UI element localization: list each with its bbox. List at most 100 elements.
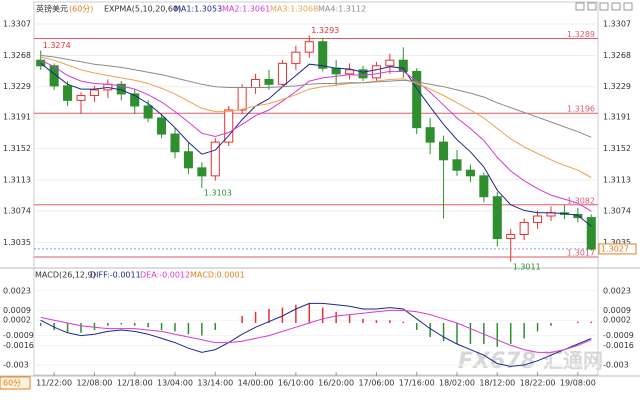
ma-readout: MA2:1.3061 xyxy=(222,5,270,14)
candle-body xyxy=(465,169,475,177)
candle-body xyxy=(291,51,301,64)
candle-body xyxy=(533,215,543,223)
y-tick-label: 1.3268 xyxy=(603,51,631,60)
x-tick-label: 14/00:00 xyxy=(238,379,274,388)
candle-body xyxy=(130,93,140,107)
y-tick-label: 1.3074 xyxy=(3,207,31,216)
y-tick-label: 1.3191 xyxy=(3,113,31,122)
candle-body xyxy=(237,86,247,111)
x-tick-label: 13/04:00 xyxy=(157,379,193,388)
y-tick-label: 1.3268 xyxy=(3,51,31,60)
y-tick-label: 1.3229 xyxy=(3,82,31,91)
icon[interactable] xyxy=(587,2,597,11)
y-tick-label: -0.003 xyxy=(3,361,29,370)
annotation: 1.3011 xyxy=(513,262,541,271)
watermark: FX678 xyxy=(458,349,536,374)
plot-frame xyxy=(33,1,599,376)
candle-body xyxy=(345,69,355,75)
macd-readout: DEA:-0.0012 xyxy=(140,271,190,280)
x-tick-label: 12/18:00 xyxy=(117,379,153,388)
y-tick-label: -0.003 xyxy=(603,361,629,370)
y-tick-label: 0.0023 xyxy=(3,286,31,295)
x-tick-label: 17/06:00 xyxy=(358,379,394,388)
icon[interactable] xyxy=(611,2,621,11)
candle-body xyxy=(452,159,462,171)
candle-body xyxy=(224,109,234,143)
x-tick-label: 12/08:00 xyxy=(76,379,112,388)
candle-body xyxy=(63,85,73,101)
x-tick-label: 16/10:00 xyxy=(278,379,314,388)
candle-body xyxy=(586,217,596,250)
candle-body xyxy=(331,67,341,75)
candle-body xyxy=(89,89,99,97)
x-tick-label: 16/20:00 xyxy=(318,379,354,388)
candle-body xyxy=(264,78,274,85)
candle-body xyxy=(197,167,207,177)
y-tick-label: -0.0016 xyxy=(603,341,634,350)
period-tab-label[interactable]: 60分 xyxy=(3,379,21,388)
symbol: 英镑美元 xyxy=(36,4,68,14)
dea-line xyxy=(40,309,592,353)
candle-body xyxy=(170,133,180,153)
annotation: 1.3293 xyxy=(311,26,339,35)
y-tick-label: 0.0009 xyxy=(603,306,631,315)
y-tick-label: 1.3113 xyxy=(3,175,31,184)
candle-body xyxy=(49,65,59,87)
ma-readout: MA3:1.3068 xyxy=(270,5,318,14)
period-tab[interactable] xyxy=(0,376,31,390)
x-tick-label: 18/02:00 xyxy=(439,379,475,388)
candle-body xyxy=(358,69,368,79)
macd-readout: DIFF:-0.0011 xyxy=(90,271,141,280)
y-tick-label: 1.3035 xyxy=(3,238,31,247)
candle-body xyxy=(318,41,328,69)
y-tick-label: 1.3113 xyxy=(603,175,631,184)
candle-body xyxy=(277,62,287,85)
icon[interactable] xyxy=(575,2,585,11)
candle-body xyxy=(573,213,583,219)
ma-line xyxy=(40,54,592,138)
x-tick-label: 18/22:00 xyxy=(520,379,556,388)
level-label: 1.3082 xyxy=(567,196,595,205)
y-tick-label: 0.0023 xyxy=(603,286,631,295)
level-label: 1.3017 xyxy=(567,248,595,257)
y-tick-label: 1.3152 xyxy=(3,144,31,153)
ma-line xyxy=(40,59,592,212)
candle-body xyxy=(425,127,435,143)
annotation: 1.3274 xyxy=(43,41,71,50)
icon[interactable] xyxy=(599,2,609,11)
x-tick-label: 18/12:00 xyxy=(479,379,515,388)
y-tick-label: -0.0009 xyxy=(603,331,634,340)
candle-body xyxy=(76,95,86,101)
y-tick-label: 1.3152 xyxy=(603,144,631,153)
candle-body xyxy=(304,41,314,53)
diff-line xyxy=(40,302,592,367)
annotation: 1.3103 xyxy=(204,188,232,197)
ma-readout: MA4:1.3112 xyxy=(318,5,366,14)
y-tick-label: 0.0002 xyxy=(603,316,631,325)
watermark: 汇通网 xyxy=(543,349,603,373)
candle-body xyxy=(371,65,381,79)
y-tick-label: 1.3229 xyxy=(603,82,631,91)
candle-body xyxy=(492,196,502,239)
indicator: EXPMA(5,10,20,60) xyxy=(104,5,181,14)
candle-body xyxy=(210,141,220,177)
ma-line xyxy=(40,56,592,178)
candle-body xyxy=(143,105,153,119)
y-tick-label: 0.0002 xyxy=(3,316,31,325)
x-tick-label: 17/16:00 xyxy=(399,379,435,388)
icon[interactable] xyxy=(623,2,633,11)
level-label: 1.3289 xyxy=(567,30,595,39)
candle-body xyxy=(506,233,516,239)
macd-title: MACD(26,12,9) xyxy=(35,271,96,280)
candle-body xyxy=(439,141,449,161)
toolbar xyxy=(575,2,633,11)
y-tick-label: -0.0016 xyxy=(3,341,34,350)
x-tick-label: 11/22:00 xyxy=(36,379,72,388)
candle-body xyxy=(157,117,167,135)
candle-body xyxy=(412,70,422,129)
candle-body xyxy=(519,221,529,235)
x-tick-label: 13/14:00 xyxy=(197,379,233,388)
y-tick-label: 1.3035 xyxy=(603,238,631,247)
y-tick-label: -0.0009 xyxy=(3,331,34,340)
